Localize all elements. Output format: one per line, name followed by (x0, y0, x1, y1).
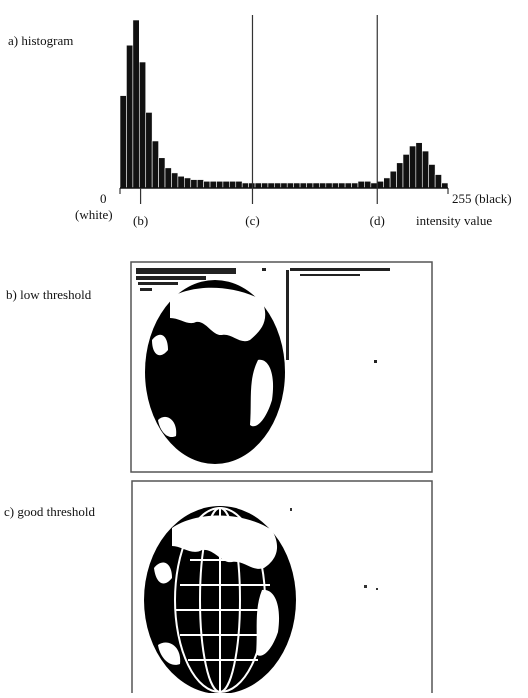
x-tick-label: 0 (100, 191, 107, 206)
x-tick-label: 255 (black) (452, 191, 512, 206)
histogram-bar (151, 140, 159, 189)
histogram-bar (177, 175, 185, 189)
histogram-bar (396, 162, 404, 189)
panel-low-threshold: b) low threshold (6, 261, 433, 473)
histogram-bar (306, 182, 314, 189)
histogram-bar (376, 180, 384, 189)
histogram-bar (312, 182, 320, 189)
threshold-label: (d) (370, 213, 385, 228)
threshold-label: (b) (133, 213, 148, 228)
histogram-bar (267, 182, 275, 189)
histogram-bar (132, 19, 140, 189)
histogram-bar (441, 182, 449, 189)
histogram-bar (241, 182, 249, 189)
histogram-bar (222, 180, 230, 189)
histogram-bar (190, 179, 198, 189)
histogram-bar (319, 182, 327, 189)
histogram-bar (164, 167, 172, 189)
histogram-bar (171, 172, 179, 189)
histogram-bar (293, 182, 301, 189)
histogram-bar (138, 61, 147, 189)
land (152, 287, 274, 438)
noise (136, 268, 390, 363)
histogram-bar (216, 180, 224, 189)
histogram-bar (428, 164, 436, 189)
panel-label: c) good threshold (4, 504, 95, 519)
histogram-bar (364, 180, 372, 189)
histogram-bar (299, 182, 307, 189)
histogram-bar (286, 182, 294, 189)
grid-overlay (174, 507, 272, 693)
histogram-bar (325, 182, 333, 189)
histogram-bar (351, 182, 359, 189)
histogram-bar (357, 180, 365, 189)
histogram-bar (184, 177, 192, 189)
histogram-bar (421, 150, 430, 189)
histogram-bar (158, 157, 166, 189)
histogram-bar (344, 182, 352, 189)
histogram-bar (235, 180, 243, 189)
histogram-bar (280, 182, 288, 189)
chart-title: a) histogram (8, 33, 73, 48)
panel-good-threshold: c) good threshold (4, 480, 433, 698)
panel-label: b) low threshold (6, 287, 92, 302)
histogram-bar (203, 180, 211, 189)
histogram-bar (402, 154, 410, 189)
histogram-bar (389, 170, 397, 189)
histogram-bar (119, 95, 127, 189)
histogram-bar (196, 179, 204, 189)
histogram-bar (338, 182, 346, 189)
histogram-bar (229, 180, 237, 189)
histogram-bar (370, 182, 378, 189)
noise (290, 508, 378, 590)
x-min-note: (white) (75, 207, 113, 222)
histogram-bar (383, 177, 391, 189)
histogram-bar (145, 112, 153, 189)
histogram-bar (248, 182, 256, 189)
histogram-bar (254, 182, 262, 189)
histogram-bar (126, 44, 134, 189)
x-axis-label: intensity value (416, 213, 492, 228)
threshold-label: (c) (245, 213, 259, 228)
histogram-bar (409, 145, 417, 189)
histogram-bar (331, 182, 339, 189)
histogram-bar (274, 182, 282, 189)
histogram-bar (209, 180, 217, 189)
histogram-bar (415, 142, 423, 189)
histogram-bar (434, 174, 442, 189)
histogram-bar (261, 182, 269, 189)
